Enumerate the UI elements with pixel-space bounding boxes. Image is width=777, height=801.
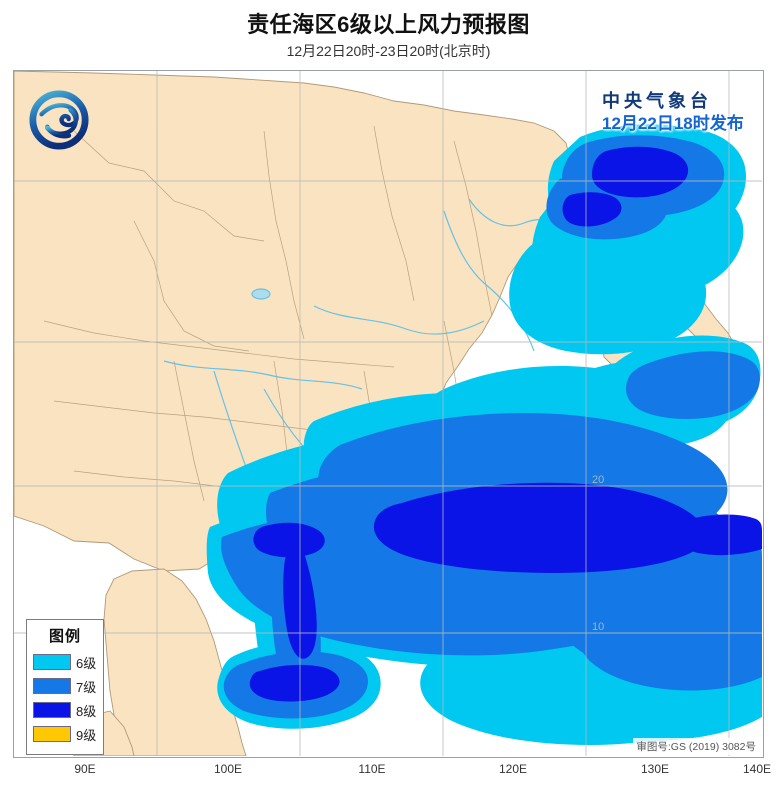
legend-label-7: 7级 (76, 679, 97, 695)
x-tick-100e: 100E (213, 762, 243, 776)
legend[interactable]: 图例 6级 7级 8级 9级 (26, 619, 104, 755)
wind-level-8-layer (249, 146, 762, 702)
x-axis-labels: 90E 100E 110E 120E 130E 140E (0, 762, 777, 784)
province-borders (43, 125, 493, 502)
x-tick-120e: 120E (498, 762, 528, 776)
x-tick-130e: 130E (640, 762, 670, 776)
legend-title: 图例 (48, 628, 81, 645)
page-title: 责任海区6级以上风力预报图 (247, 12, 530, 37)
map-approval-number: 审图号:GS (2019) 3082号 (633, 738, 759, 755)
x-tick-140e: 140E (742, 762, 772, 776)
map-canvas: 20 10 (14, 71, 762, 756)
legend-item-9[interactable]: 9级 (27, 722, 103, 746)
x-tick-110e: 110E (358, 762, 386, 776)
graticule-layer (14, 71, 762, 756)
legend-label-8: 8级 (76, 703, 97, 719)
legend-item-6[interactable]: 6级 (27, 650, 103, 674)
legend-swatch-8 (33, 702, 71, 718)
graticule-inline-labels: 20 10 (592, 474, 604, 633)
legend-swatch-6 (33, 654, 71, 670)
cma-dragon-logo (29, 90, 89, 150)
y-axis-labels: 40N 30N 20N 10N (766, 70, 777, 758)
gridline-label-10: 10 (592, 621, 604, 633)
legend-item-8[interactable]: 8级 (27, 698, 103, 722)
gridline-label-20: 20 (592, 474, 604, 486)
legend-label-9: 9级 (76, 727, 97, 743)
legend-label-6: 6级 (76, 655, 97, 671)
legend-swatch-7 (33, 678, 71, 694)
page-subtitle: 12月22日20时-23日20时(北京时) (286, 43, 491, 60)
title-block: 责任海区6级以上风力预报图 12月22日20时-23日20时(北京时) (0, 0, 777, 68)
legend-item-7[interactable]: 7级 (27, 674, 103, 698)
x-tick-90e: 90E (74, 762, 96, 776)
forecast-map[interactable]: 20 10 中央气象台 12月22日18时发布 图例 6级 7级 8级 (13, 70, 764, 758)
legend-swatch-9 (33, 726, 71, 742)
